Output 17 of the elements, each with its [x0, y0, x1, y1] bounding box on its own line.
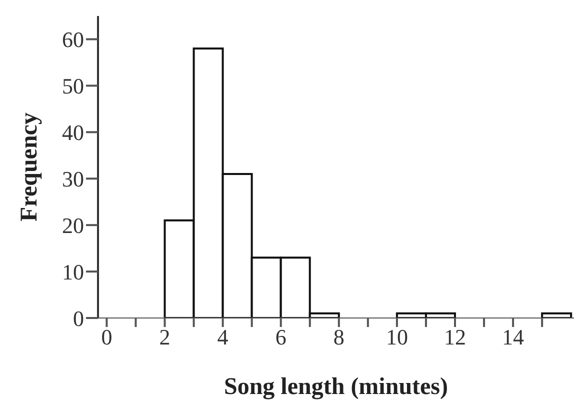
- x-tick-label: 8: [333, 324, 344, 350]
- y-tick-label: 40: [62, 120, 84, 145]
- y-tick-label: 50: [62, 74, 84, 98]
- y-tick-label: 30: [62, 166, 84, 192]
- x-tick-label: 0: [101, 324, 112, 350]
- y-tick-label: 0: [73, 306, 84, 331]
- x-tick-label: 6: [275, 324, 286, 350]
- x-tick-label: 4: [217, 324, 228, 350]
- y-tick-label: 20: [62, 212, 84, 238]
- x-axis-title: Song length (minutes): [224, 374, 448, 400]
- x-tick-label: 10: [386, 324, 408, 350]
- x-tick-label: 2: [159, 324, 170, 350]
- y-tick-label: 60: [62, 27, 84, 52]
- y-axis-title: Frequency: [16, 112, 43, 222]
- x-tick-label: 14: [502, 324, 524, 350]
- y-tick-label: 10: [62, 259, 84, 284]
- x-tick-label: 12: [444, 324, 466, 350]
